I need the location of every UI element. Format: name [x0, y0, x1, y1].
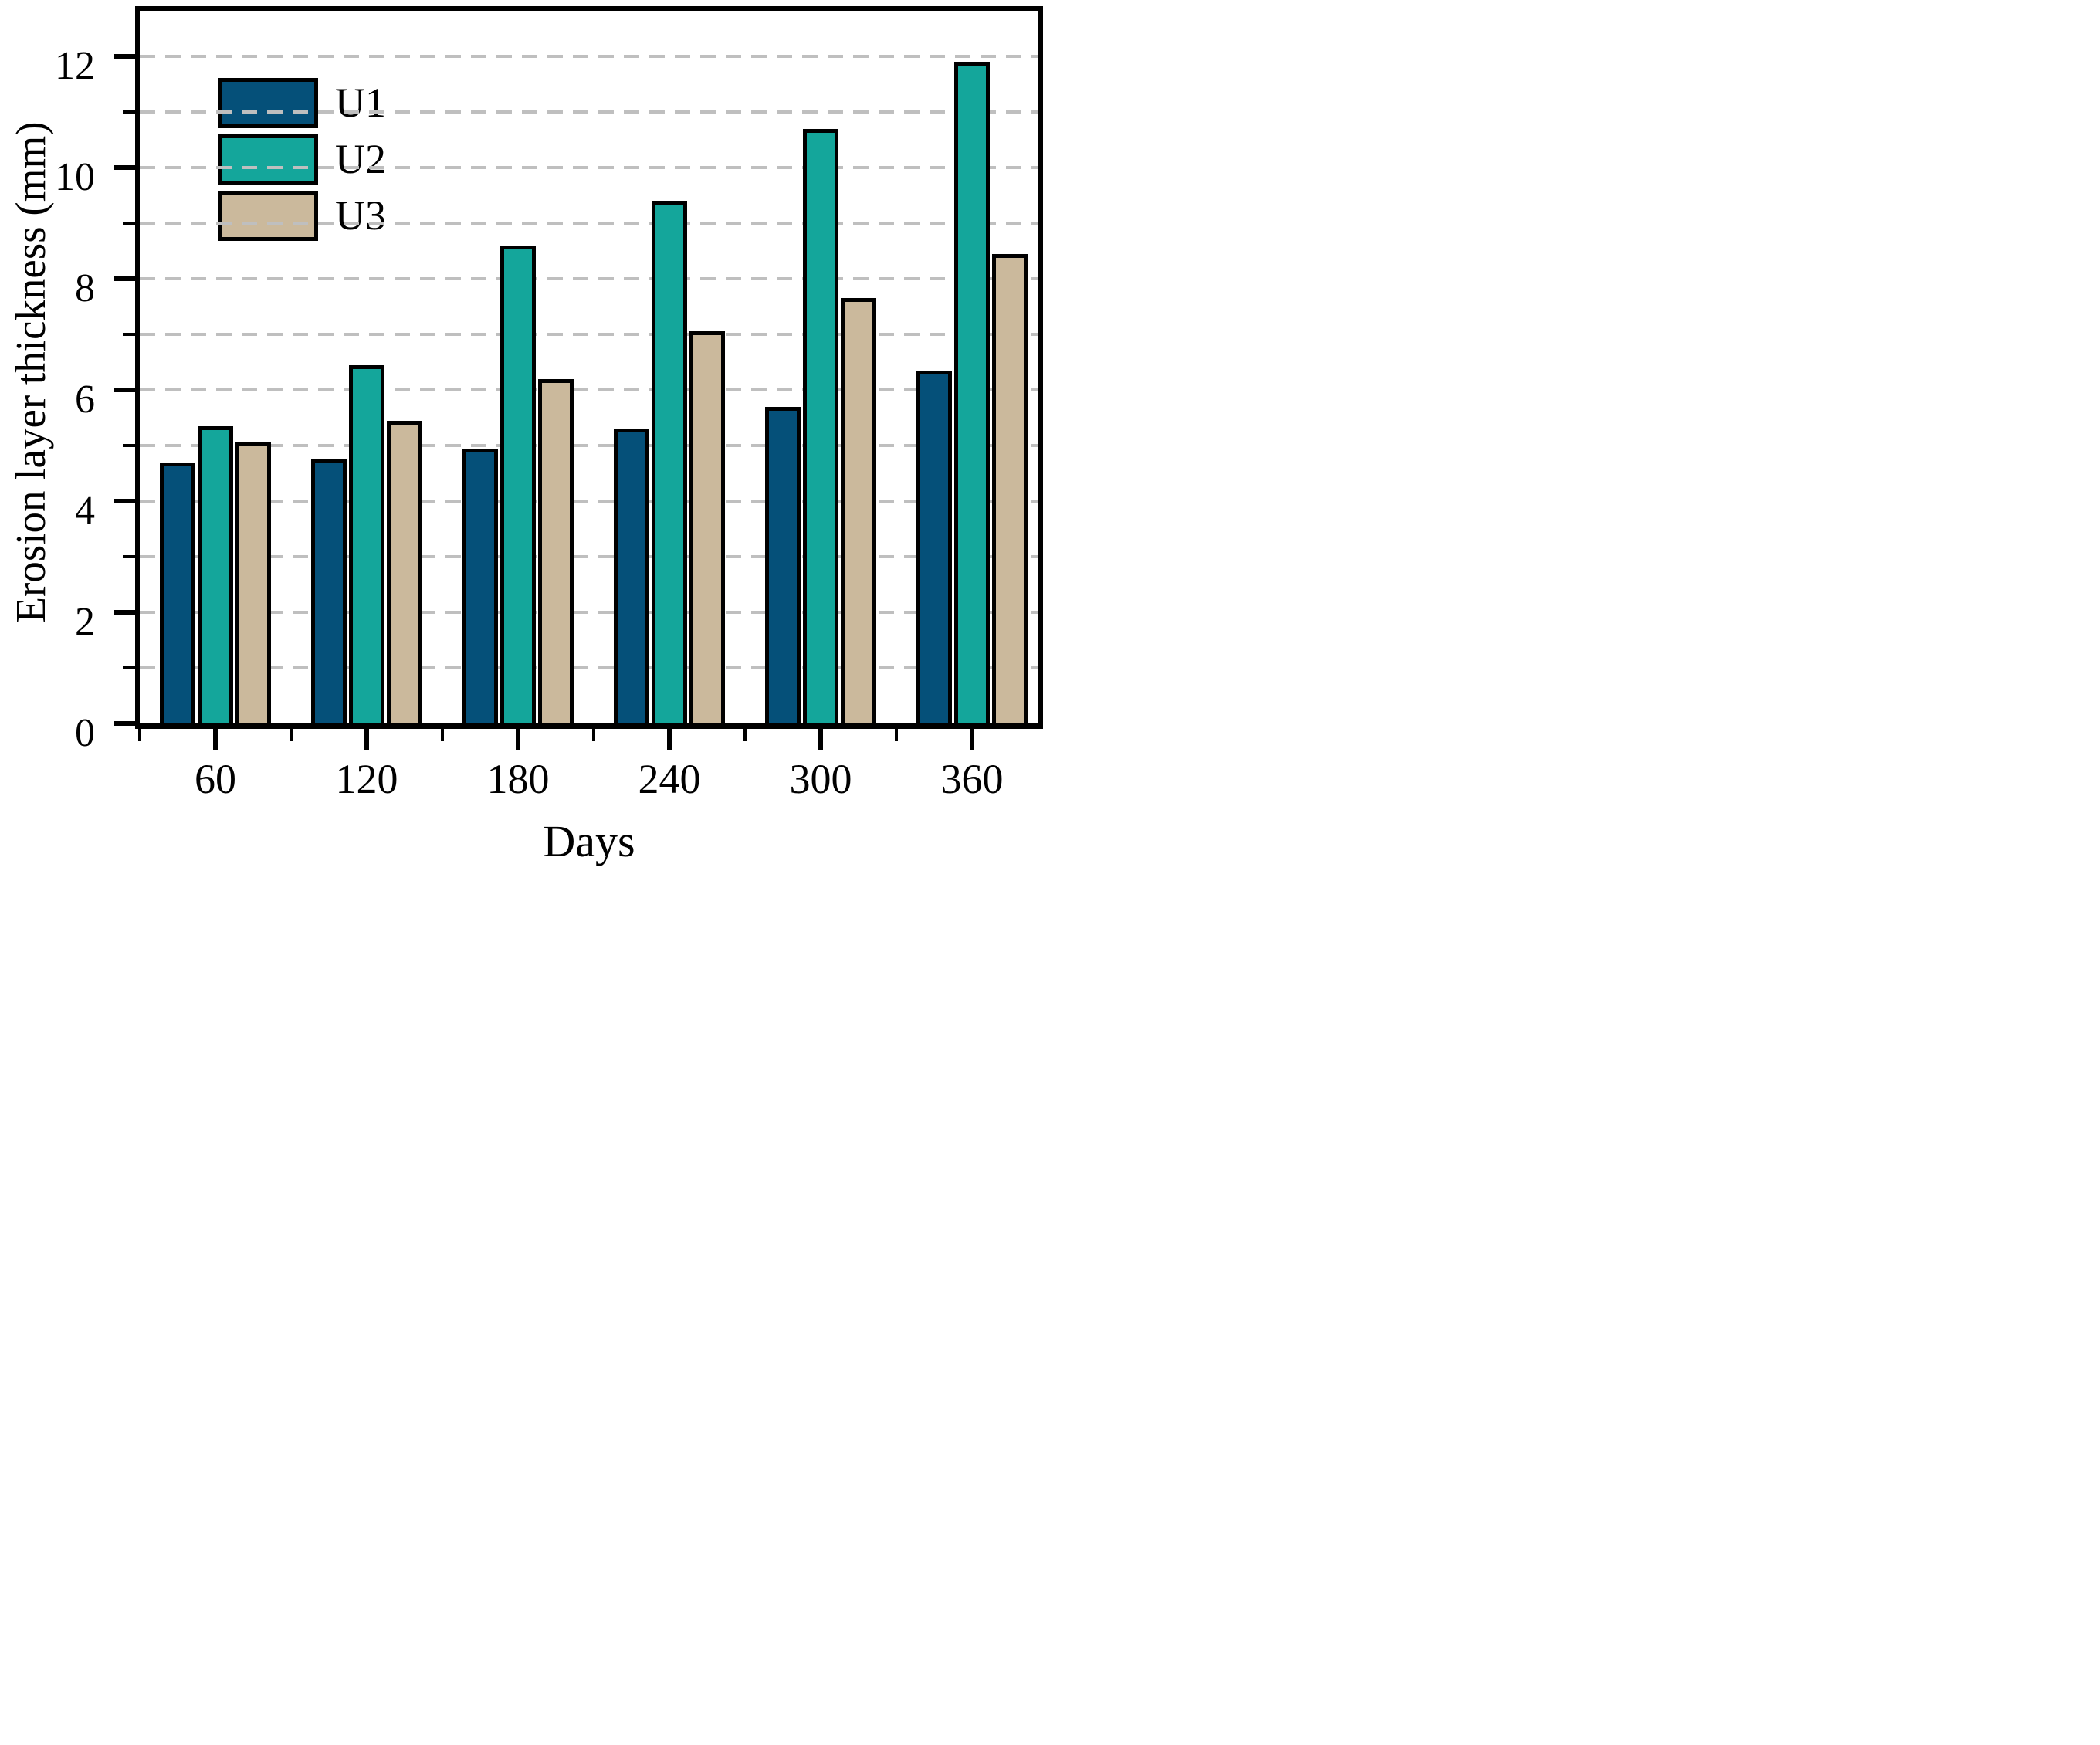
x-axis-minor-tick-3: [592, 729, 595, 741]
bar-u1-360: [916, 370, 952, 723]
bar-u2-300: [803, 128, 838, 723]
bar-u2-60: [198, 425, 233, 723]
gridline-y-2: [140, 611, 1038, 614]
y-axis-major-tick-8: [114, 276, 135, 281]
bar-u1-180: [462, 448, 498, 723]
legend-item-u1: U1: [218, 78, 386, 128]
y-axis-tick-label-6: 6: [75, 378, 95, 422]
legend: U1 U2 U3: [218, 78, 386, 247]
x-axis-tick-label-60: 60: [195, 756, 236, 802]
y-axis-tick-label-4: 4: [75, 489, 95, 533]
x-axis-major-tick-360: [970, 729, 974, 750]
gridline-y-7: [140, 333, 1038, 336]
y-axis-tick-label-8: 8: [75, 266, 95, 310]
y-axis-major-tick-6: [114, 388, 135, 392]
y-axis-minor-tick-3: [123, 555, 135, 558]
gridline-y-9: [140, 222, 1038, 225]
y-axis-title: Erosion layer thickness (mm): [7, 121, 54, 623]
x-axis-tick-label-360: 360: [940, 756, 1004, 802]
y-axis-major-tick-4: [114, 499, 135, 503]
gridline-y-5: [140, 444, 1038, 447]
gridline-y-10: [140, 166, 1038, 169]
x-axis-major-tick-60: [213, 729, 218, 750]
x-axis-title: Days: [543, 816, 635, 866]
bar-u3-240: [689, 331, 725, 723]
gridline-y-12: [140, 55, 1038, 58]
bar-u3-300: [841, 298, 876, 723]
legend-swatch-u3: [218, 191, 318, 241]
y-axis-tick-label-12: 12: [55, 44, 95, 88]
y-axis-minor-tick-9: [123, 222, 135, 225]
y-axis-minor-tick-7: [123, 333, 135, 336]
bar-u2-120: [349, 364, 384, 723]
y-axis-minor-tick-11: [123, 110, 135, 114]
gridline-y-6: [140, 388, 1038, 391]
x-axis-tick-label-240: 240: [638, 756, 701, 802]
y-axis-tick-label-10: 10: [55, 155, 95, 199]
y-axis-tick-label-2: 2: [75, 600, 95, 644]
plot-area: U1 U2 U3 0 2 4 6 8 10 12 60 120 180 240 300 360: [55, 6, 1043, 801]
legend-item-u2: U2: [218, 134, 386, 185]
y-axis-major-tick-12: [114, 54, 135, 59]
legend-swatch-u2: [218, 134, 318, 185]
bar-u3-360: [992, 253, 1028, 723]
y-axis-major-tick-2: [114, 610, 135, 615]
bar-u3-60: [235, 442, 271, 723]
legend-label-u1: U1: [335, 80, 386, 126]
x-axis-major-tick-120: [364, 729, 369, 750]
gridline-y-11: [140, 110, 1038, 114]
gridline-y-1: [140, 666, 1038, 669]
bar-u1-60: [160, 462, 195, 723]
y-axis-major-tick-0: [114, 721, 135, 726]
bar-u3-180: [538, 378, 574, 723]
x-axis-minor-tick-0: [138, 729, 141, 741]
gridline-y-3: [140, 555, 1038, 558]
legend-label-u2: U2: [335, 136, 386, 182]
figure: Erosion layer thickness (mm) U1 U2 U3 0 2…: [0, 0, 1050, 872]
x-axis-major-tick-300: [818, 729, 823, 750]
y-axis-major-tick-10: [114, 165, 135, 170]
x-axis-minor-tick-4: [743, 729, 747, 741]
x-axis-minor-tick-5: [895, 729, 898, 741]
bar-u3-120: [387, 420, 422, 723]
x-axis-major-tick-180: [516, 729, 520, 750]
legend-item-u3: U3: [218, 191, 386, 241]
gridline-y-4: [140, 500, 1038, 503]
x-axis-tick-label-120: 120: [335, 756, 398, 802]
bar-u1-300: [765, 406, 801, 723]
bar-u1-120: [311, 459, 347, 723]
bar-u1-240: [614, 429, 649, 723]
x-axis-major-tick-240: [667, 729, 672, 750]
legend-swatch-u1: [218, 78, 318, 128]
x-axis-minor-tick-1: [290, 729, 293, 741]
y-axis-minor-tick-5: [123, 444, 135, 447]
bar-u2-180: [500, 245, 536, 723]
x-axis-tick-label-300: 300: [789, 756, 852, 802]
bar-u2-360: [954, 62, 990, 723]
x-axis-tick-label-180: 180: [486, 756, 550, 802]
y-axis-minor-tick-1: [123, 666, 135, 669]
y-axis-tick-label-0: 0: [75, 711, 95, 755]
x-axis-minor-tick-2: [441, 729, 444, 741]
legend-label-u3: U3: [335, 192, 386, 239]
gridline-y-8: [140, 277, 1038, 280]
bar-u2-240: [652, 201, 687, 723]
